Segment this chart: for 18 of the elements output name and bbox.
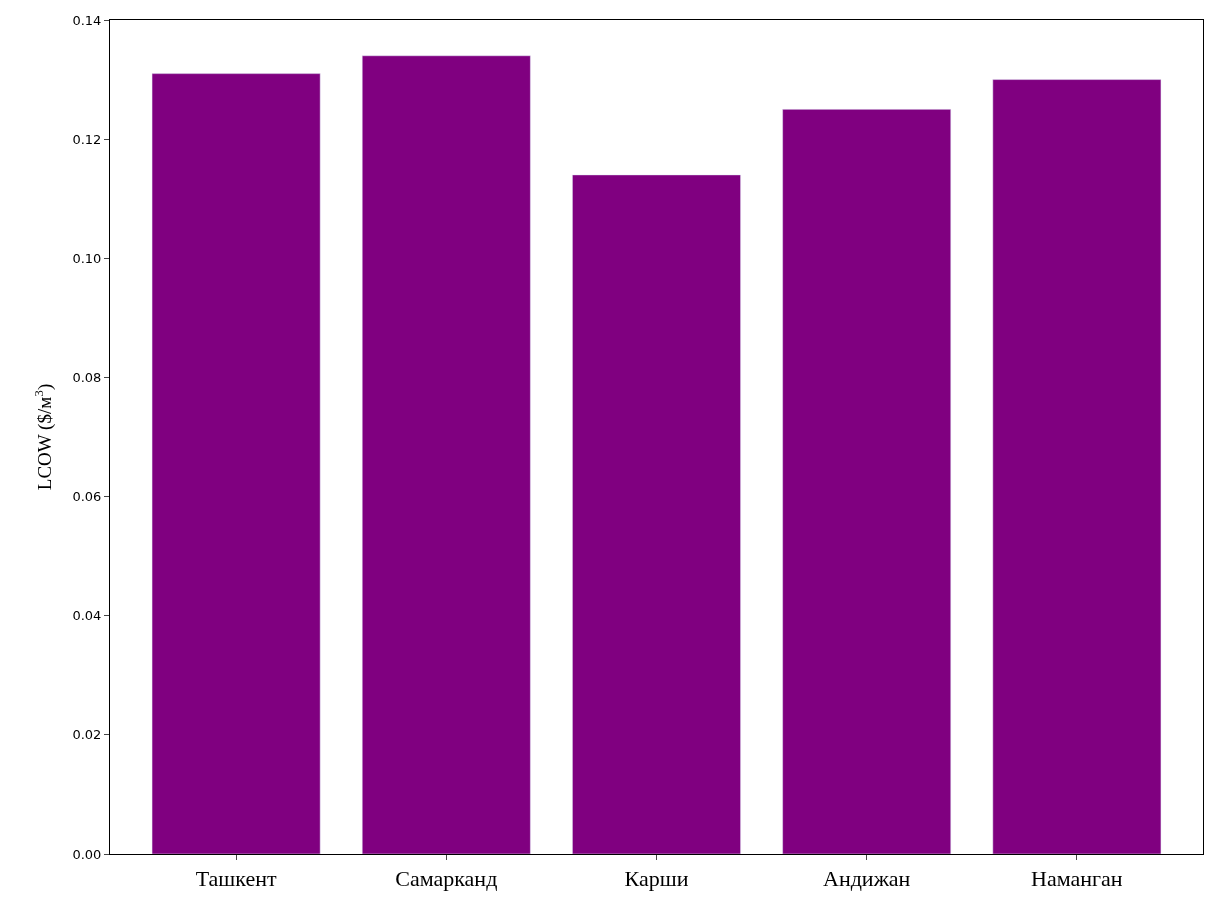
y-tick-label: 0.12	[72, 131, 102, 147]
bar	[572, 174, 741, 854]
y-tick-label: 0.10	[72, 250, 102, 266]
y-tick-label: 0.04	[72, 608, 102, 624]
x-tick-label: Ташкент	[195, 866, 277, 892]
bar	[151, 73, 321, 854]
bar	[361, 55, 531, 854]
y-tick-label: 0.06	[72, 489, 102, 505]
y-tick-label: 0.02	[72, 727, 102, 743]
x-tick-label: Карши	[624, 866, 689, 892]
bar	[992, 79, 1162, 854]
bar	[782, 109, 952, 854]
y-tick-label: 0.00	[72, 846, 102, 862]
y-tick-label: 0.08	[72, 369, 102, 385]
x-tick-label: Самарканд	[395, 866, 498, 892]
x-tick-label: Наманган	[1031, 866, 1123, 892]
y-tick-label: 0.14	[72, 12, 102, 28]
x-tick-label: Андижан	[823, 866, 911, 892]
